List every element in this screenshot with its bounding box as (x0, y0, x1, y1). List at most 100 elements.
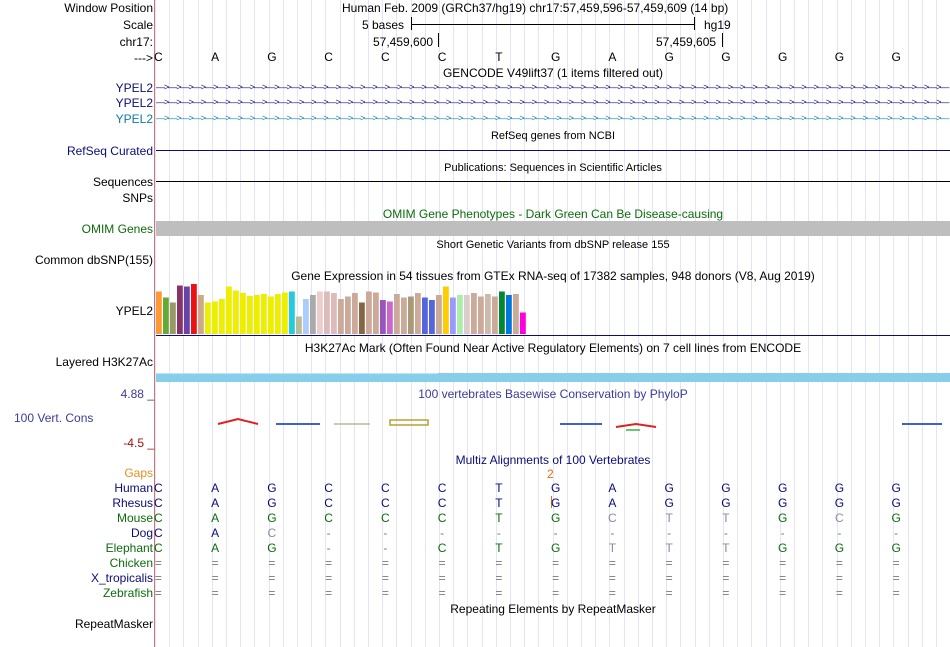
gtex-bar-2[interactable] (170, 302, 176, 335)
gtex-bar-27[interactable] (345, 296, 351, 335)
gtex-bar-0[interactable] (156, 291, 162, 335)
refseq-label[interactable]: RefSeq Curated (66, 144, 153, 158)
gencode-gene-label-3[interactable]: YPEL2 (115, 112, 153, 126)
rmsk-title[interactable]: Repeating Elements by RepeatMasker (450, 602, 656, 616)
refseq-title[interactable]: RefSeq genes from NCBI (490, 130, 616, 142)
gtex-bar-38[interactable] (422, 297, 428, 335)
gtex-bar-33[interactable] (387, 301, 393, 335)
gtex-bar-17[interactable] (275, 294, 281, 334)
gtex-bar-15[interactable] (261, 294, 267, 334)
gtex-bar-40[interactable] (436, 295, 442, 334)
gtex-bar-34[interactable] (394, 294, 400, 334)
gtex-bar-42[interactable] (450, 297, 456, 335)
gtex-bar-35[interactable] (401, 297, 407, 335)
gtex-bar-6[interactable] (198, 295, 204, 334)
gtex-bar-25[interactable] (331, 293, 337, 334)
gtex-bar-44[interactable] (464, 295, 470, 334)
h3k27-title[interactable]: H3K27Ac Mark (Often Found Near Active Re… (304, 341, 802, 355)
gtex-bar-29[interactable] (359, 302, 365, 335)
species-label-mouse[interactable]: Mouse (116, 511, 153, 525)
refseq-gene-line[interactable] (156, 150, 950, 151)
gtex-bar-4[interactable] (184, 286, 190, 335)
dbsnp-label[interactable]: Common dbSNP(155) (34, 253, 153, 267)
pubs-feature-line[interactable] (156, 181, 950, 182)
gencode-gene-label-2[interactable]: YPEL2 (115, 96, 153, 110)
h3k27-label[interactable]: Layered H3K27Ac (55, 355, 153, 369)
omim-title[interactable]: OMIM Gene Phenotypes - Dark Green Can Be… (382, 207, 724, 221)
species-label-zebrafish[interactable]: Zebrafish (102, 586, 153, 600)
gtex-bar-13[interactable] (247, 296, 253, 334)
species-label-chicken[interactable]: Chicken (109, 556, 153, 570)
gtex-bar-8[interactable] (212, 301, 218, 335)
gtex-bar-26[interactable] (338, 299, 344, 334)
omim-feature-bar[interactable] (156, 221, 950, 236)
gtex-bar-37[interactable] (415, 293, 421, 334)
gtex-bar-3[interactable] (177, 285, 183, 335)
gtex-bar-22[interactable] (310, 295, 316, 334)
gtex-bar-19[interactable] (289, 291, 295, 335)
gtex-bar-7[interactable] (205, 302, 211, 335)
label-window-position[interactable]: Window Position (64, 1, 153, 15)
gencode-title[interactable]: GENCODE V49lift37 (1 items filtered out) (442, 66, 664, 80)
gtex-bar-21[interactable] (303, 299, 309, 334)
gtex-bar-41[interactable] (443, 286, 449, 335)
gencode-gene-feature-3[interactable]: —>—>—>—>—>—>—>—>—>—>—>—>—>—>—>—>—>—>—>—>… (156, 113, 949, 123)
gtex-bar-31[interactable] (373, 292, 379, 335)
label-chrom[interactable]: chr17: (119, 35, 153, 49)
gtex-bar-16[interactable] (268, 296, 274, 335)
gencode-gene-feature-1[interactable]: —>—>—>—>—>—>—>—>—>—>—>—>—>—>—>—>—>—>—>—>… (156, 82, 949, 92)
gtex-bar-46[interactable] (478, 296, 484, 335)
species-label-rhesus[interactable]: Rhesus (112, 496, 153, 510)
gtex-bar-18[interactable] (282, 292, 288, 335)
gtex-bar-9[interactable] (219, 299, 225, 334)
gtex-bar-12[interactable] (240, 293, 246, 334)
gtex-bar-24[interactable] (324, 291, 330, 335)
gtex-bar-11[interactable] (233, 290, 239, 335)
gtex-bar-30[interactable] (366, 291, 372, 335)
pubs-title[interactable]: Publications: Sequences in Scientific Ar… (444, 162, 662, 174)
species-label-x_tropicalis[interactable]: X_tropicalis (90, 571, 153, 585)
gtex-bar-45[interactable] (471, 293, 477, 334)
gtex-bar-14[interactable] (254, 295, 260, 334)
gtex-bar-51[interactable] (513, 294, 519, 334)
gtex-bar-36[interactable] (408, 296, 414, 335)
dbsnp-title[interactable]: Short Genetic Variants from dbSNP releas… (436, 239, 670, 251)
gtex-bar-23[interactable] (317, 291, 323, 335)
snps-label[interactable]: SNPs (122, 191, 153, 205)
species-label-dog[interactable]: Dog (130, 526, 153, 540)
gtex-bar-20[interactable] (296, 316, 302, 335)
gtex-bar-32[interactable] (380, 300, 386, 334)
gtex-bar-10[interactable] (226, 286, 232, 335)
gtex-bar-43[interactable] (457, 295, 463, 334)
gtex-bar-28[interactable] (352, 293, 358, 334)
label-scale[interactable]: Scale (122, 18, 153, 32)
cons-title[interactable]: 100 vertebrates Basewise Conservation by… (418, 387, 688, 401)
gtex-bar-5[interactable] (191, 284, 197, 334)
gtex-title[interactable]: Gene Expression in 54 tissues from GTEx … (291, 269, 815, 283)
gencode-gene-label-1[interactable]: YPEL2 (115, 81, 153, 95)
gtex-bar-47[interactable] (485, 294, 491, 334)
species-label-elephant[interactable]: Elephant (105, 541, 153, 555)
rmsk-label[interactable]: RepeatMasker (74, 617, 153, 631)
gtex-bar-52[interactable] (520, 312, 526, 335)
omim-label[interactable]: OMIM Genes (81, 222, 153, 236)
gaps-label[interactable]: Gaps (124, 466, 153, 480)
species-label-human[interactable]: Human (114, 481, 153, 495)
cons-wiggle[interactable] (156, 412, 950, 434)
gtex-bar-1[interactable] (163, 297, 169, 335)
gtex-label[interactable]: YPEL2 (115, 304, 153, 318)
gtex-bar-50[interactable] (506, 295, 512, 334)
gtex-bar-39[interactable] (429, 300, 435, 334)
cons-label[interactable]: 100 Vert. Cons (14, 411, 94, 425)
gtex-bar-49[interactable] (499, 291, 505, 335)
pubs-label[interactable]: Sequences (92, 175, 153, 189)
base-8: A (608, 50, 617, 64)
aligned-base: C (154, 481, 163, 495)
h3k27-signal-bar[interactable] (156, 373, 950, 382)
gtex-bar-chart[interactable] (156, 284, 556, 334)
multiz-title[interactable]: Multiz Alignments of 100 Vertebrates (455, 453, 651, 467)
window-position-text[interactable]: Human Feb. 2009 (GRCh37/hg19) chr17:57,4… (342, 1, 729, 15)
label-strand[interactable]: ---> (134, 51, 153, 65)
gencode-gene-feature-2[interactable]: —>—>—>—>—>—>—>—>—>—>—>—>—>—>—>—>—>—>—>—>… (156, 97, 949, 107)
gtex-bar-48[interactable] (492, 296, 498, 335)
